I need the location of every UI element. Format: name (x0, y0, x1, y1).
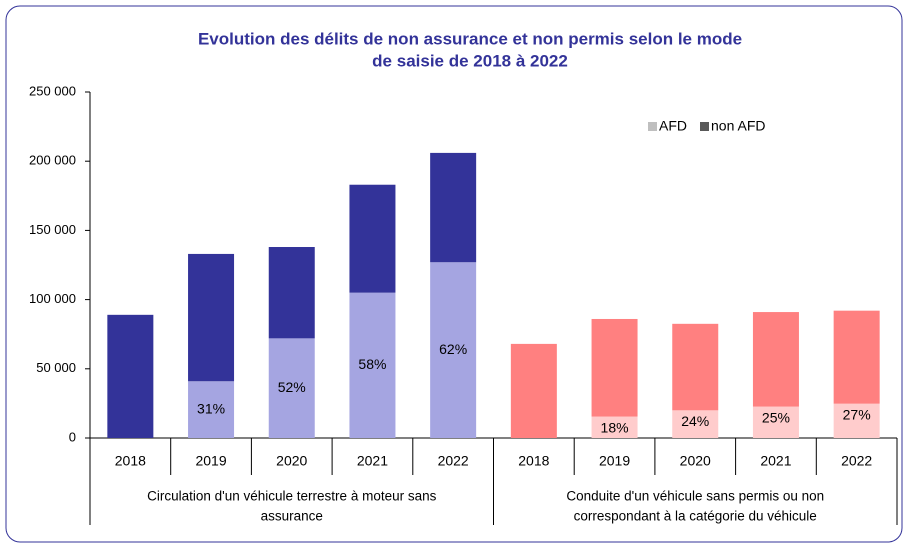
bar-segment (107, 314, 154, 438)
group-label: Circulation d'un véhicule terrestre à mo… (147, 489, 436, 504)
group-label: assurance (261, 509, 323, 524)
share-label: 18% (601, 419, 629, 435)
bar-segment (349, 292, 396, 438)
legend-label: non AFD (711, 118, 765, 134)
legend-swatch (700, 122, 709, 131)
bar-segment (752, 406, 799, 438)
share-label: 62% (439, 341, 467, 357)
bar-segment (672, 323, 719, 411)
bar-segment (268, 338, 315, 438)
group-label: correspondant à la catégorie du véhicule (574, 509, 817, 524)
x-tick-label: 2021 (760, 453, 791, 469)
share-label: 31% (197, 400, 225, 416)
bar-segment (430, 152, 477, 263)
x-tick-label: 2021 (357, 453, 388, 469)
share-label: 24% (681, 413, 709, 429)
x-tick-label: 2018 (115, 453, 146, 469)
bar-segment (510, 343, 557, 438)
share-label: 58% (358, 356, 386, 372)
bar-segment (752, 312, 799, 407)
bar-segment (833, 403, 880, 438)
x-tick-label: 2020 (680, 453, 711, 469)
bar-segment (349, 184, 396, 293)
bar-segment (188, 381, 235, 438)
y-tick-label: 50 000 (36, 360, 76, 375)
y-tick-label: 200 000 (29, 153, 76, 168)
x-tick-label: 2020 (276, 453, 307, 469)
y-tick-label: 0 (69, 429, 76, 444)
chart-title: Evolution des délits de non assurance et… (198, 29, 742, 48)
bar-segment (833, 310, 880, 404)
y-tick-label: 250 000 (29, 83, 76, 98)
y-tick-label: 150 000 (29, 222, 76, 237)
y-tick-label: 100 000 (29, 291, 76, 306)
legend-label: AFD (659, 118, 687, 134)
share-label: 27% (843, 406, 871, 422)
bar-segment (591, 318, 638, 417)
bar-segment (672, 410, 719, 438)
x-tick-label: 2022 (841, 453, 872, 469)
bar-segment (591, 416, 638, 438)
legend-swatch (648, 122, 657, 131)
share-label: 52% (278, 379, 306, 395)
share-label: 25% (762, 409, 790, 425)
chart-title: de saisie de 2018 à 2022 (372, 51, 568, 70)
bar-segment (430, 262, 477, 438)
bar-segment (268, 247, 315, 339)
x-tick-label: 2019 (599, 453, 630, 469)
x-tick-label: 2019 (195, 453, 226, 469)
x-tick-label: 2022 (438, 453, 469, 469)
bar-segment (188, 253, 235, 382)
group-label: Conduite d'un véhicule sans permis ou no… (566, 489, 824, 504)
x-tick-label: 2018 (518, 453, 549, 469)
